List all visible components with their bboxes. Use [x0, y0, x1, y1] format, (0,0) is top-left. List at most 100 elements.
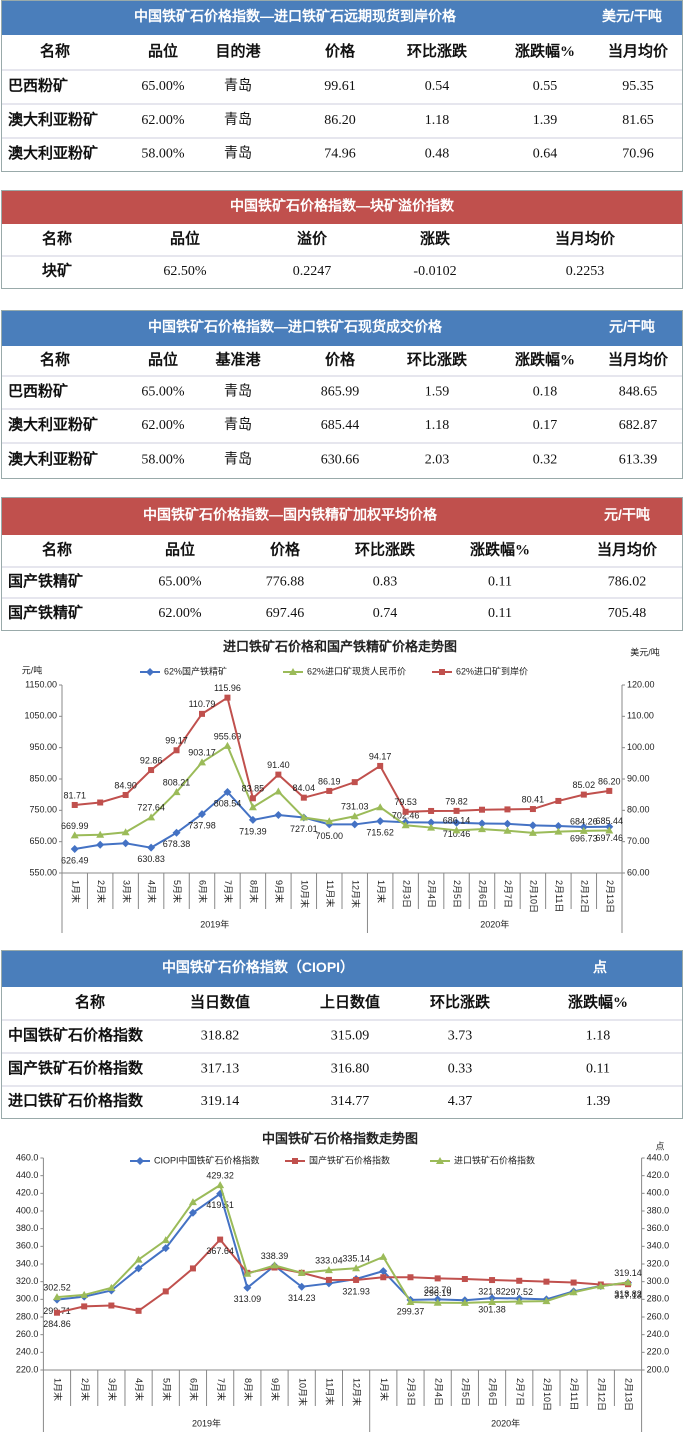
cell: 314.77: [331, 1094, 370, 1109]
data-label: 319.14: [614, 1268, 642, 1278]
x-tick-label: 3月末: [121, 880, 132, 903]
data-label: 333.04: [315, 1256, 343, 1266]
y-tick-label: 340.0: [16, 1258, 39, 1268]
cell: 4.37: [448, 1094, 473, 1109]
data-label: 301.38: [478, 1304, 506, 1314]
legend-marker: [439, 669, 445, 675]
data-point: [325, 817, 334, 825]
data-label: 710.46: [443, 829, 471, 839]
data-point: [596, 1282, 605, 1290]
cell: 317.13: [201, 1062, 240, 1077]
data-point: [70, 831, 79, 839]
row-name: 澳大利亚粉矿: [8, 110, 98, 128]
legend-label: 62%进口矿到岸价: [456, 665, 528, 676]
x-tick-label: 5月末: [161, 1378, 172, 1401]
x-tick-label: 2月10日: [529, 880, 539, 913]
data-point: [324, 1266, 333, 1274]
column-header: 环比涨跌: [407, 350, 468, 368]
cell: 1.59: [425, 385, 450, 400]
table-header: [1, 310, 683, 346]
data-point: [243, 1269, 252, 1277]
data-point: [543, 1278, 550, 1285]
data-point: [515, 1297, 524, 1305]
row-name: 澳大利亚粉矿: [8, 415, 98, 433]
y2-axis-unit: 点: [655, 1141, 664, 1151]
cell: 62.00%: [158, 606, 202, 621]
data-label: 955.69: [214, 731, 242, 741]
column-header: 基准港: [214, 350, 261, 368]
x-tick-label: 2月6日: [478, 880, 488, 908]
data-point: [554, 827, 563, 835]
y2-tick-label: 80.00: [627, 805, 650, 815]
table-header: [1, 190, 683, 224]
cell: 81.65: [622, 113, 654, 128]
data-point: [107, 1283, 116, 1291]
x-tick-label: 4月末: [134, 1378, 145, 1401]
data-point: [579, 826, 588, 834]
legend-label: 国产铁矿石价格指数: [309, 1154, 390, 1165]
data-point: [580, 791, 587, 798]
y-tick-label: 280.0: [16, 1311, 39, 1321]
data-point: [297, 1268, 306, 1276]
x-tick-label: 10月末: [299, 880, 310, 908]
data-label: 727.64: [137, 803, 165, 813]
data-point: [162, 1288, 169, 1295]
cell: 青岛: [224, 417, 252, 433]
data-point: [427, 823, 436, 831]
y2-tick-label: 440.0: [647, 1152, 670, 1162]
table-title: 中国铁矿石价格指数—块矿溢价指数: [230, 198, 455, 214]
data-label: 338.39: [261, 1251, 289, 1261]
data-point: [379, 1252, 388, 1260]
data-label: 335.14: [342, 1254, 370, 1264]
cell: 0.48: [425, 147, 450, 162]
cell: 青岛: [224, 146, 252, 162]
data-label: 81.71: [63, 790, 86, 800]
data-label: 705.00: [316, 831, 344, 841]
data-point: [624, 1278, 633, 1286]
cell: 3.73: [448, 1029, 473, 1044]
cell: 62.00%: [141, 418, 185, 433]
data-point: [542, 1297, 551, 1305]
data-point: [270, 1261, 279, 1269]
cell: 630.66: [321, 453, 360, 468]
data-point: [529, 806, 536, 813]
data-point: [380, 1274, 387, 1281]
data-label: 684.26: [570, 816, 598, 826]
data-label: 302.52: [43, 1282, 71, 1292]
series-line: [74, 696, 610, 813]
data-point: [528, 821, 537, 830]
y-axis-unit: 元/吨: [22, 664, 43, 675]
cell: 0.83: [373, 575, 398, 590]
x-tick-label: 2月13日: [605, 880, 615, 913]
data-point: [503, 826, 512, 834]
cell: 62.50%: [163, 264, 207, 279]
data-label: 115.96: [214, 683, 241, 693]
data-point: [351, 779, 358, 786]
data-point: [248, 815, 257, 824]
y2-tick-label: 110.00: [627, 711, 654, 721]
data-label: 719.39: [239, 826, 267, 836]
y-tick-label: 400.0: [16, 1205, 39, 1215]
y-tick-label: 360.0: [16, 1241, 39, 1251]
column-header: 涨跌幅%: [470, 540, 530, 558]
data-point: [189, 1265, 196, 1272]
data-point: [188, 1208, 197, 1217]
cell: 青岛: [224, 452, 252, 468]
legend-marker: [146, 668, 154, 676]
cell: 315.09: [331, 1029, 370, 1044]
cell: 65.00%: [158, 575, 202, 590]
data-point: [353, 1276, 360, 1283]
x-tick-label: 4月末: [147, 880, 158, 903]
data-label: 296.19: [424, 1288, 452, 1298]
y2-tick-label: 380.0: [647, 1205, 670, 1215]
data-point: [161, 1244, 170, 1253]
cell: 65.00%: [141, 79, 185, 94]
cell: 0.11: [488, 575, 512, 590]
cell: 0.2247: [293, 264, 332, 279]
data-label: 419.51: [206, 1200, 234, 1210]
data-label: 99.17: [165, 736, 188, 746]
data-point: [300, 794, 307, 801]
table-unit: 美元/干吨: [602, 8, 662, 24]
data-point: [428, 807, 435, 814]
cell: 848.65: [619, 385, 658, 400]
